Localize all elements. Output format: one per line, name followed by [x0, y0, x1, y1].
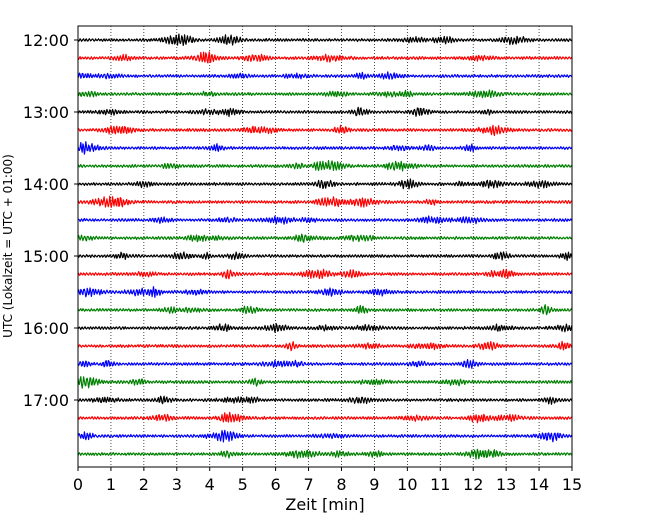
trace-1700	[77, 395, 573, 405]
y-tick-label: 15:00	[23, 247, 69, 266]
x-tick-label: 15	[562, 475, 582, 494]
trace-1630	[77, 359, 573, 369]
y-tick-label: 14:00	[23, 175, 69, 194]
x-tick-label: 8	[336, 475, 346, 494]
trace-1445	[77, 233, 573, 243]
trace-1745	[77, 448, 573, 460]
trace-1530	[77, 286, 572, 298]
x-tick-label: 10	[397, 475, 417, 494]
trace-1730	[77, 429, 573, 443]
trace-1430	[77, 215, 573, 225]
x-axis-label: Zeit [min]	[285, 495, 364, 514]
x-tick-label: 3	[172, 475, 182, 494]
trace-1300	[77, 106, 573, 118]
x-axis-ticks: 0 1 2 3 4 5 6 7 8 9 10 11 12 13 14 15	[73, 467, 582, 494]
trace-1245	[77, 89, 573, 99]
trace-1315	[77, 124, 573, 137]
y-tick-label: 16:00	[23, 319, 69, 338]
trace-1230	[77, 71, 573, 80]
trace-1415	[77, 195, 573, 208]
x-tick-label: 6	[271, 475, 281, 494]
y-axis-ticks: 12:00 13:00 14:00 15:00 16:00 17:00	[23, 31, 78, 410]
x-tick-label: 5	[238, 475, 248, 494]
x-tick-label: 2	[139, 475, 149, 494]
trace-1200	[77, 33, 573, 46]
y-tick-label: 12:00	[23, 31, 69, 50]
trace-1215	[77, 51, 573, 64]
x-tick-label: 11	[430, 475, 450, 494]
x-tick-label: 14	[529, 475, 549, 494]
trace-1545	[77, 304, 573, 316]
x-tick-label: 1	[106, 475, 116, 494]
trace-1345	[77, 160, 573, 172]
x-tick-label: 0	[73, 475, 83, 494]
trace-1615	[77, 340, 573, 352]
x-tick-label: 4	[205, 475, 215, 494]
trace-1515	[77, 268, 573, 280]
y-axis-label: UTC (Lokalzeit = UTC + 01:00)	[1, 154, 15, 338]
trace-group	[77, 33, 573, 460]
trace-1600	[77, 323, 573, 333]
x-tick-label: 13	[496, 475, 516, 494]
trace-1330	[77, 141, 573, 155]
trace-1500	[77, 251, 573, 261]
y-tick-label: 13:00	[23, 103, 69, 122]
x-tick-label: 9	[369, 475, 379, 494]
plot-frame	[77, 25, 573, 468]
x-tick-label: 7	[303, 475, 313, 494]
trace-1715	[77, 411, 573, 424]
y-tick-label: 17:00	[23, 391, 69, 410]
x-tick-label: 12	[463, 475, 483, 494]
trace-1400	[77, 178, 573, 190]
trace-1645	[77, 376, 573, 389]
